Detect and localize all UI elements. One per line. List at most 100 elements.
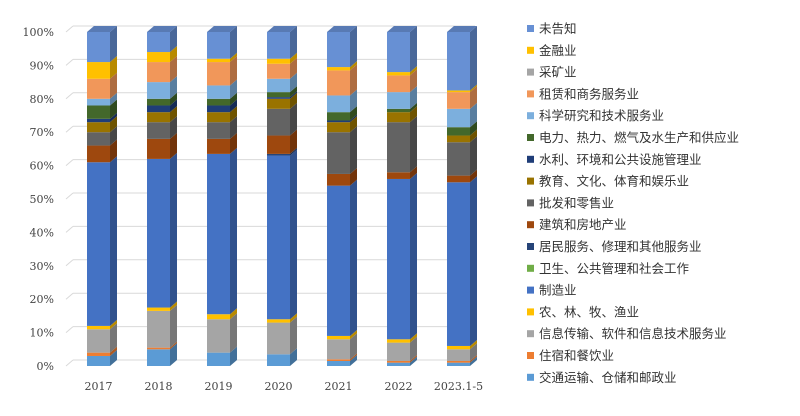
bar-side <box>350 353 357 361</box>
bar-segment <box>207 92 237 106</box>
bar-front <box>327 132 350 174</box>
bar-front <box>267 92 290 98</box>
bar-side <box>170 152 177 308</box>
bar-front <box>387 75 410 93</box>
bar-front <box>327 173 350 186</box>
bar-side <box>230 106 237 123</box>
bar-segment <box>87 99 117 119</box>
bar-side <box>110 319 117 330</box>
bar-front <box>207 58 230 63</box>
bar-side <box>350 354 357 366</box>
bar-side <box>410 26 417 73</box>
bar-side <box>290 72 297 93</box>
legend-swatch <box>527 373 534 381</box>
bar-side <box>170 46 177 63</box>
bar-side <box>290 86 297 98</box>
bar-front <box>447 142 470 176</box>
bar-segment <box>87 126 117 146</box>
bar-top <box>327 26 357 32</box>
bar-top <box>387 26 417 32</box>
bar-front <box>267 58 290 64</box>
bar-front <box>87 355 110 366</box>
bar-front <box>87 78 110 99</box>
bar-side <box>110 56 117 79</box>
bar-front <box>147 349 170 366</box>
bar-segment <box>87 156 117 326</box>
bar-segment <box>447 26 477 91</box>
x-tick-label: 2021 <box>325 380 353 393</box>
bar-segment <box>207 116 237 139</box>
bar-front <box>87 105 110 119</box>
bar-front <box>327 120 350 123</box>
bar-segment <box>387 69 417 93</box>
legend-swatch <box>527 199 534 207</box>
legend-swatch <box>527 46 534 54</box>
bar-front <box>87 352 110 356</box>
bar-side <box>230 308 237 320</box>
bar-side <box>350 179 357 336</box>
bar-side <box>470 169 477 183</box>
y-tick-label: 90% <box>30 59 54 72</box>
bar-side <box>110 116 117 133</box>
legend-item: 未告知 <box>527 21 577 36</box>
x-tick-label: 2019 <box>205 380 233 393</box>
legend-item: 电力、热力、燃气及水生产和供应业 <box>527 130 739 145</box>
bar-front <box>447 345 470 350</box>
gridline-depth <box>65 292 74 300</box>
bar-front <box>387 342 410 361</box>
bar-side <box>290 92 297 109</box>
bar-side <box>410 356 417 366</box>
bar-front <box>147 98 170 106</box>
bar-front <box>387 122 410 173</box>
bar-segment <box>207 313 237 353</box>
bar-front <box>147 347 170 350</box>
bar-front <box>87 162 110 326</box>
bar-front <box>327 95 350 113</box>
bar-segment <box>267 92 297 109</box>
bar-side <box>230 99 237 113</box>
x-tick-label: 2020 <box>265 380 293 393</box>
bar-front <box>327 335 350 340</box>
bar-front <box>447 90 470 93</box>
bar-side <box>290 149 297 320</box>
bar-side <box>290 57 297 79</box>
bar-side <box>410 86 417 109</box>
bar-side <box>170 92 177 106</box>
bar-side <box>470 84 477 93</box>
bar-segment <box>267 129 297 154</box>
bar-front <box>87 132 110 146</box>
bar-side <box>470 354 477 363</box>
bar-side <box>290 102 297 136</box>
bar-front <box>387 32 410 73</box>
legend-item: 交通运输、仓储和邮政业 <box>527 370 677 385</box>
y-tick-label: 20% <box>30 293 54 306</box>
bar-side <box>410 116 417 173</box>
bar-side <box>110 26 117 63</box>
bar-front <box>207 112 230 123</box>
legend-label: 交通运输、仓储和邮政业 <box>539 370 677 385</box>
y-tick-label: 10% <box>30 327 54 340</box>
bar-front <box>267 322 290 355</box>
bar-side <box>410 102 417 113</box>
bar-segment <box>87 319 117 330</box>
x-tick-label: 2022 <box>385 380 413 393</box>
bar-segment <box>387 333 417 343</box>
bar-segment <box>147 116 177 139</box>
y-tick-label: 40% <box>30 226 54 239</box>
bar-segment <box>447 354 477 363</box>
y-tick-label: 70% <box>30 126 54 139</box>
bar-side <box>170 132 177 159</box>
bar-side <box>110 72 117 99</box>
bar-top <box>207 26 237 32</box>
bar-segment <box>207 106 237 123</box>
bar-segment <box>267 26 297 59</box>
bar-front <box>207 352 230 366</box>
bar-segment <box>447 102 477 128</box>
bar-side <box>110 346 117 356</box>
bar-side <box>230 26 237 59</box>
bar-top <box>267 26 297 32</box>
bar-segment <box>387 172 417 340</box>
bar-side <box>410 166 417 179</box>
bar-side <box>170 26 177 53</box>
bar-segment <box>387 166 417 179</box>
